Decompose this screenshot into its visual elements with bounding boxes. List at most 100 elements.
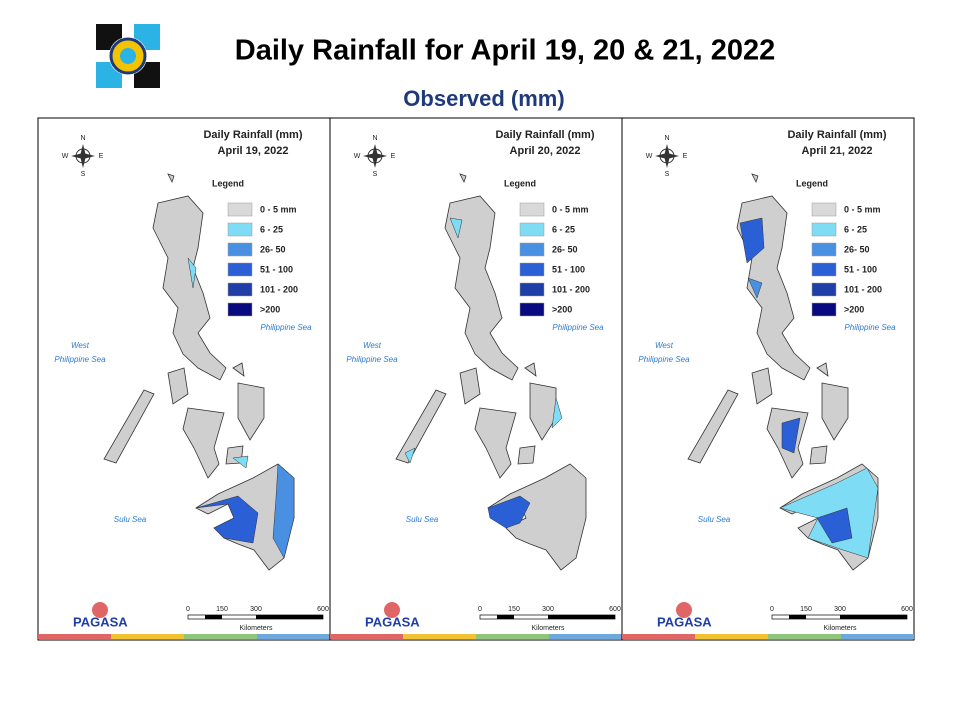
legend-label: 0 - 5 mm	[552, 204, 589, 214]
scale-unit: Kilometers	[531, 625, 565, 632]
compass-w: W	[62, 153, 69, 160]
landmass	[103, 389, 155, 464]
legend-title: Legend	[796, 178, 828, 188]
footer-strip	[111, 634, 184, 639]
landmass	[459, 367, 481, 405]
logo-text: PAGASA	[73, 614, 128, 629]
rainfall-area	[739, 217, 765, 264]
map-panel: Daily Rainfall (mm) April 19, 2022 N S W E Leg…	[37, 117, 331, 641]
legend-label: 6 - 25	[844, 224, 867, 234]
compass-n: N	[664, 135, 669, 142]
panel-date: April 21, 2022	[802, 145, 873, 157]
scale-bar-fill	[789, 615, 806, 619]
footer-strip	[695, 634, 768, 639]
landmass	[529, 382, 557, 441]
scale-label: 0	[478, 606, 482, 613]
scale-label: 300	[542, 606, 554, 613]
compass-e: E	[683, 153, 688, 160]
sea-label: West	[71, 341, 90, 350]
sea-label: Philippine Sea	[638, 355, 690, 364]
rainfall-area	[781, 417, 801, 454]
rainfall-area	[404, 447, 416, 464]
logo-icon	[676, 602, 692, 618]
compass-w: W	[646, 153, 653, 160]
scale-label: 0	[770, 606, 774, 613]
sea-label: West	[363, 341, 382, 350]
legend-swatch	[227, 222, 253, 237]
compass-s: S	[81, 171, 86, 178]
landmass	[444, 195, 519, 381]
footer-strip	[476, 634, 549, 639]
panel-title: Daily Rainfall (mm)	[495, 129, 594, 141]
rainfall-area	[487, 495, 531, 529]
legend-swatch	[227, 302, 253, 317]
map-panel: Daily Rainfall (mm) April 21, 2022 N S W E Leg…	[621, 117, 915, 641]
landmass	[687, 389, 739, 464]
sea-label: West	[655, 341, 674, 350]
scale-label: 600	[609, 606, 621, 613]
legend-label: 0 - 5 mm	[260, 204, 297, 214]
footer-strip	[38, 634, 111, 639]
footer-strip	[403, 634, 476, 639]
legend-label: >200	[260, 304, 280, 314]
landmass	[751, 367, 773, 405]
logo-icon	[92, 602, 108, 618]
rainfall-area	[779, 467, 879, 559]
legend-label: 26- 50	[552, 244, 578, 254]
legend-swatch	[227, 202, 253, 217]
legend-label: >200	[844, 304, 864, 314]
legend-label: 101 - 200	[844, 284, 882, 294]
landmass	[182, 407, 225, 479]
rainfall-area	[816, 507, 853, 544]
rainfall-area	[272, 463, 295, 559]
sea-label: Sulu Sea	[698, 515, 731, 524]
legend-swatch	[811, 202, 837, 217]
landmass	[152, 195, 227, 381]
sea-label: Sulu Sea	[406, 515, 439, 524]
scale-label: 600	[317, 606, 329, 613]
legend-swatch	[519, 262, 545, 277]
title: Daily Rainfall for April 19, 20 & 21, 20…	[235, 35, 776, 67]
compass-s: S	[665, 171, 670, 178]
logo-text: PAGASA	[657, 614, 712, 629]
compass-star	[655, 144, 679, 168]
logo-text: PAGASA	[365, 614, 420, 629]
landmass	[524, 362, 537, 377]
rainfall-area	[187, 257, 197, 289]
landmass	[167, 173, 175, 184]
footer-strip	[330, 634, 403, 639]
compass-s: S	[373, 171, 378, 178]
footer-strip	[768, 634, 841, 639]
legend-swatch	[811, 262, 837, 277]
scale-label: 300	[834, 606, 846, 613]
logo	[96, 24, 160, 88]
legend-swatch	[811, 222, 837, 237]
legend-title: Legend	[212, 178, 244, 188]
scale-label: 300	[250, 606, 262, 613]
legend-label: 51 - 100	[844, 264, 877, 274]
sea-label: Philippine Sea	[260, 323, 312, 332]
scale-label: 150	[800, 606, 812, 613]
landmass	[459, 173, 467, 184]
sea-label: Philippine Sea	[54, 355, 106, 364]
legend-swatch	[519, 282, 545, 297]
legend-label: 101 - 200	[552, 284, 590, 294]
scale-bar-fill	[548, 615, 615, 619]
rainfall-area	[551, 397, 563, 429]
legend-label: 51 - 100	[260, 264, 293, 274]
legend-label: 51 - 100	[552, 264, 585, 274]
legend-swatch	[811, 282, 837, 297]
landmass	[816, 362, 829, 377]
rainfall-area	[232, 455, 249, 469]
legend-title: Legend	[504, 178, 536, 188]
sea-label: Philippine Sea	[552, 323, 604, 332]
sea-label: Philippine Sea	[346, 355, 398, 364]
scale-label: 600	[901, 606, 913, 613]
panel-date: April 20, 2022	[510, 145, 581, 157]
sea-label: Philippine Sea	[844, 323, 896, 332]
footer-strip	[184, 634, 257, 639]
footer-strip	[622, 634, 695, 639]
legend-swatch	[811, 302, 837, 317]
legend-swatch	[227, 242, 253, 257]
